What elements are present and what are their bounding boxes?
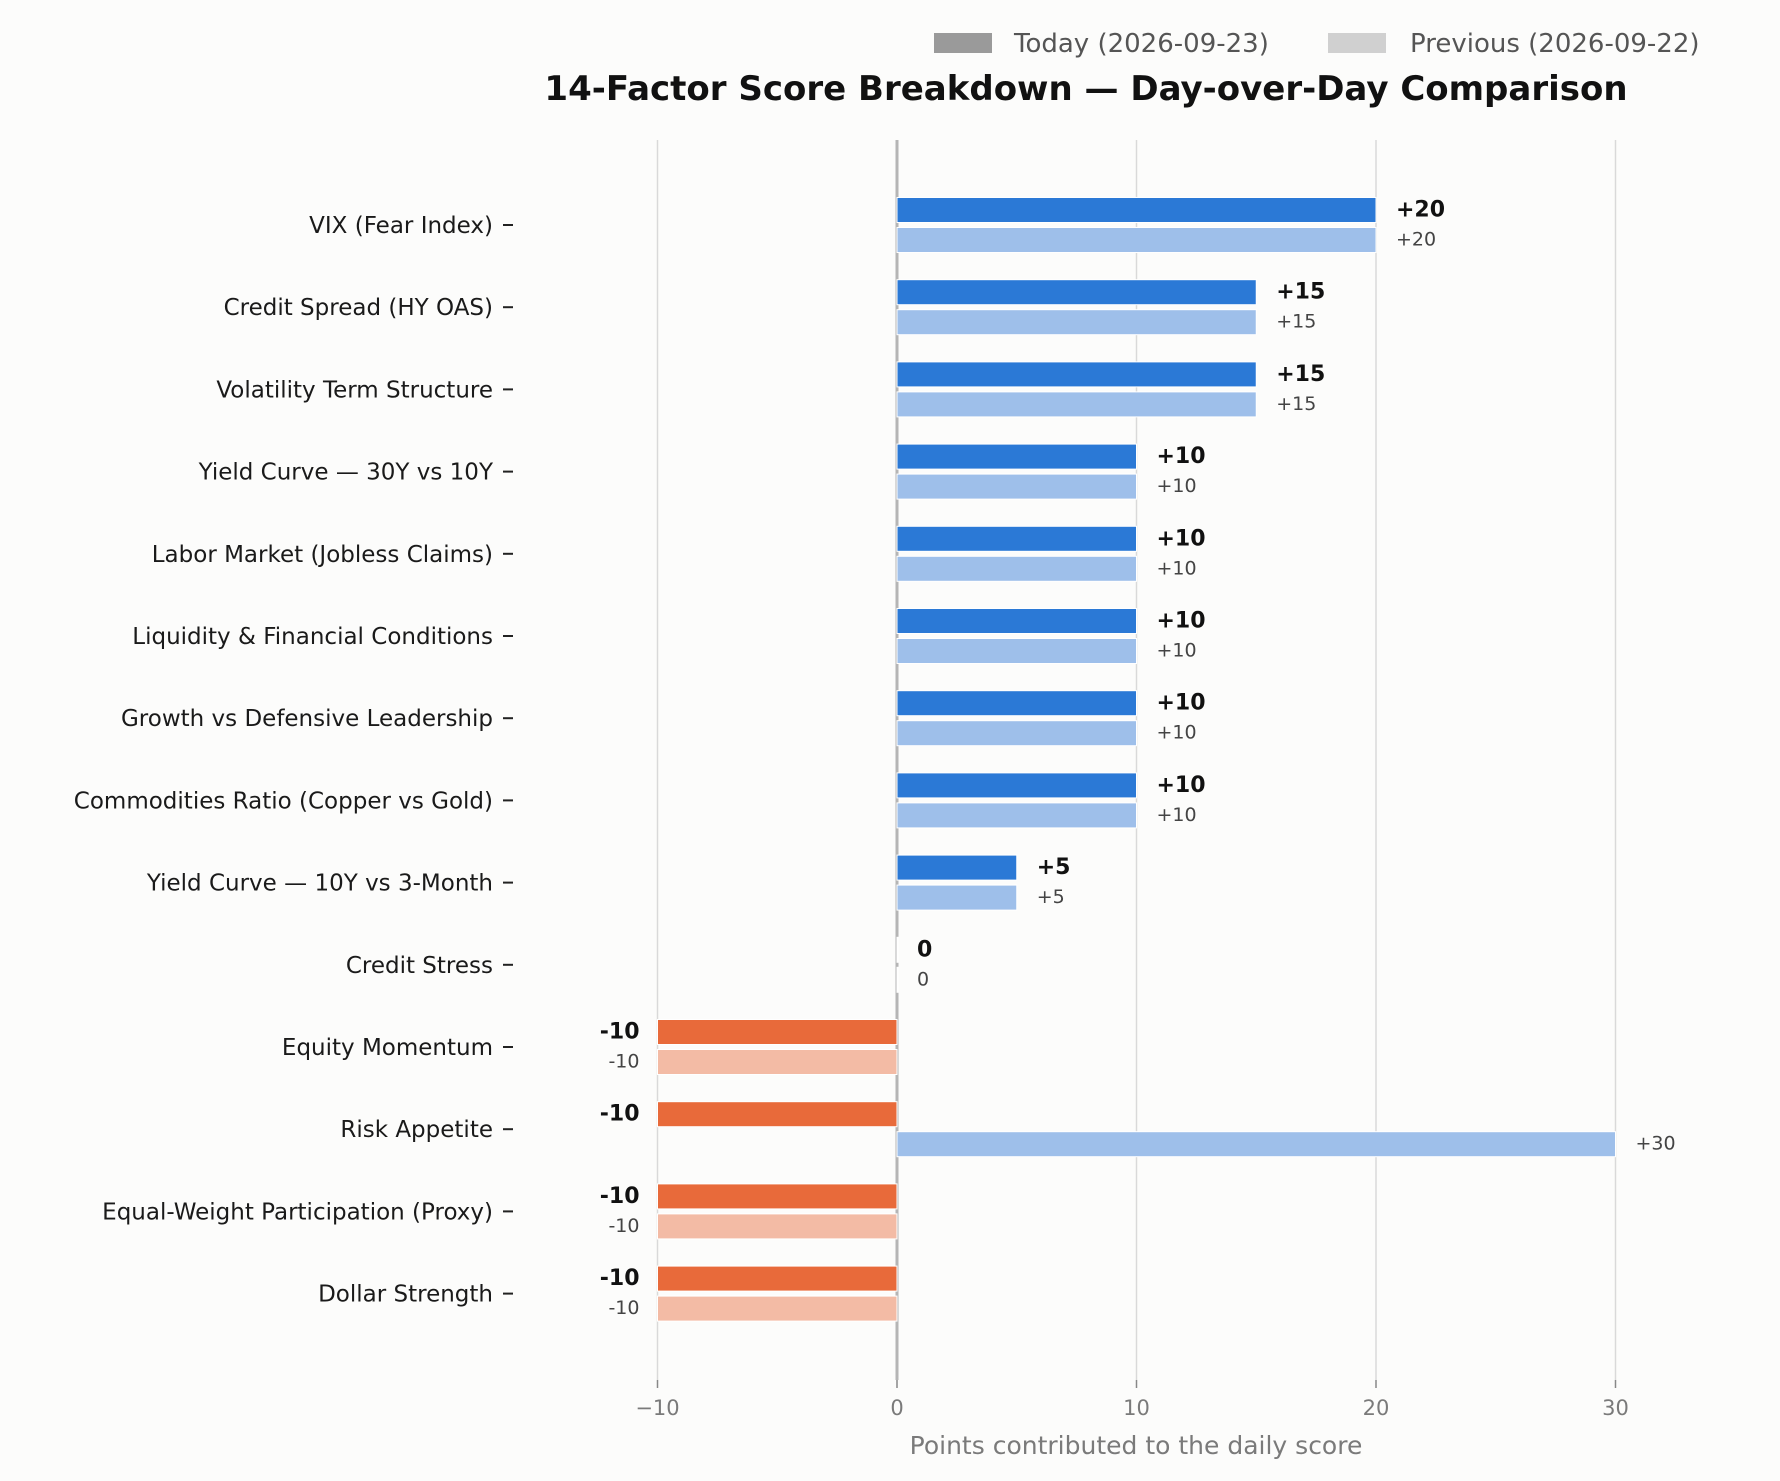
chart-title: 14-Factor Score Breakdown — Day-over-Day… xyxy=(544,69,1627,109)
bar-today xyxy=(657,1019,898,1045)
value-label-today: +5 xyxy=(1037,855,1071,880)
bar-today xyxy=(896,443,1137,470)
legend: Today (2026-09-23) Previous (2026-09-22) xyxy=(934,29,1700,59)
value-label-previous: +10 xyxy=(1157,475,1197,497)
bar-today xyxy=(896,608,1137,634)
bar-today xyxy=(896,854,1018,881)
value-label-today: +10 xyxy=(1157,609,1206,634)
x-tick-label: 0 xyxy=(890,1396,903,1420)
factor-label: Risk Appetite xyxy=(340,1117,493,1143)
bar-today xyxy=(657,1265,898,1292)
value-label-today: +20 xyxy=(1396,198,1445,223)
value-label-previous: -10 xyxy=(608,1215,639,1237)
bar-previous xyxy=(896,720,1137,747)
factor-label: Volatility Term Structure xyxy=(216,377,493,403)
factor-label: Dollar Strength xyxy=(318,1282,493,1308)
factor-label: Commodities Ratio (Copper vs Gold) xyxy=(74,788,493,814)
legend-label-today: Today (2026-09-23) xyxy=(1013,29,1269,59)
bar-today xyxy=(896,279,1257,306)
bar-previous xyxy=(896,473,1137,500)
factor-label: Labor Market (Jobless Claims) xyxy=(152,542,493,568)
value-label-previous: +10 xyxy=(1157,640,1197,662)
bar-previous xyxy=(896,966,899,993)
x-tick-label: 30 xyxy=(1602,1396,1629,1420)
bar-previous xyxy=(896,391,1257,418)
bar-today xyxy=(896,361,1257,388)
bar-previous xyxy=(896,555,1137,582)
factor-label: Equity Momentum xyxy=(282,1035,493,1061)
value-label-previous: -10 xyxy=(608,1297,639,1319)
value-label-previous: -10 xyxy=(608,1051,639,1073)
value-label-previous: +10 xyxy=(1157,557,1197,579)
bar-previous xyxy=(896,884,1018,911)
bar-today xyxy=(896,690,1137,717)
legend-label-previous: Previous (2026-09-22) xyxy=(1410,29,1700,59)
factor-label: Credit Spread (HY OAS) xyxy=(224,295,493,321)
x-tick-label: −10 xyxy=(635,1396,679,1420)
bar-today xyxy=(896,525,1137,552)
factor-label: Yield Curve — 30Y vs 10Y xyxy=(198,460,494,486)
value-label-previous: +10 xyxy=(1157,804,1197,826)
value-label-previous: +20 xyxy=(1396,229,1436,251)
value-label-previous: +10 xyxy=(1157,722,1197,744)
bar-previous xyxy=(896,802,1137,829)
bar-today xyxy=(896,772,1137,799)
factor-label: Growth vs Defensive Leadership xyxy=(121,706,493,732)
factor-label: VIX (Fear Index) xyxy=(309,213,493,239)
value-label-today: +15 xyxy=(1276,280,1325,305)
bar-previous xyxy=(896,638,1137,664)
bar-previous xyxy=(896,1131,1616,1158)
grid-layer xyxy=(656,140,1617,1380)
value-label-today: -10 xyxy=(600,1266,640,1291)
x-tick-label: 20 xyxy=(1363,1396,1390,1420)
bar-previous xyxy=(896,227,1377,253)
value-label-today: -10 xyxy=(600,1020,640,1045)
value-label-today: +10 xyxy=(1157,444,1206,469)
value-label-today: +10 xyxy=(1157,691,1206,716)
value-label-today: +10 xyxy=(1157,773,1206,798)
bar-previous xyxy=(657,1213,898,1240)
value-label-today: -10 xyxy=(600,1102,640,1127)
ticks-layer: −10 0 10 20 30 xyxy=(503,224,1629,1420)
factor-label: Equal-Weight Participation (Proxy) xyxy=(102,1199,493,1225)
value-label-previous: 0 xyxy=(917,968,929,990)
bar-previous xyxy=(657,1049,898,1075)
bar-today xyxy=(896,936,899,963)
factor-label: Yield Curve — 10Y vs 3-Month xyxy=(146,871,493,897)
value-label-today: 0 xyxy=(917,937,932,962)
value-label-previous: +15 xyxy=(1276,393,1316,415)
factor-label: Liquidity & Financial Conditions xyxy=(132,624,493,650)
value-label-today: -10 xyxy=(600,1184,640,1209)
labels-layer: VIX (Fear Index) +20 +20 Credit Spread (HY … xyxy=(74,198,1676,1320)
value-label-today: +10 xyxy=(1157,526,1206,551)
value-label-previous: +30 xyxy=(1636,1133,1676,1155)
value-label-today: +15 xyxy=(1276,362,1325,387)
value-label-previous: +15 xyxy=(1276,311,1316,333)
legend-swatch-previous xyxy=(1328,33,1386,53)
bars-layer xyxy=(657,197,1616,1322)
bar-today xyxy=(657,1183,898,1210)
bar-previous xyxy=(657,1295,898,1322)
bar-today xyxy=(657,1101,898,1128)
bar-today xyxy=(896,197,1377,223)
bar-previous xyxy=(896,309,1257,336)
legend-swatch-today xyxy=(934,33,992,53)
x-axis-label: Points contributed to the daily score xyxy=(910,1431,1363,1460)
x-tick-label: 10 xyxy=(1123,1396,1150,1420)
factor-label: Credit Stress xyxy=(346,953,493,979)
value-label-previous: +5 xyxy=(1037,886,1065,908)
